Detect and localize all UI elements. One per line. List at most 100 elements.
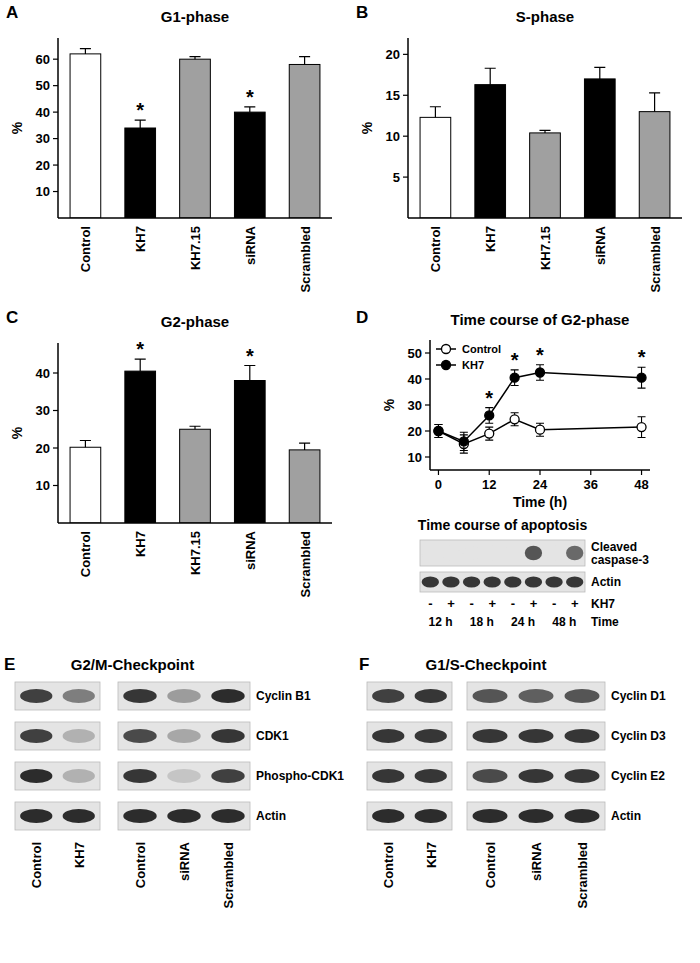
y-tick-label: 10 (408, 450, 422, 465)
band (504, 576, 521, 587)
category-label: KH7.15 (538, 226, 553, 270)
band (20, 809, 52, 823)
y-axis-label: % (381, 398, 397, 411)
error-bar (135, 359, 146, 371)
legend-label: Control (462, 343, 501, 355)
bar (125, 128, 156, 218)
x-tick (438, 470, 439, 475)
marker (637, 373, 646, 382)
y-tick (53, 191, 58, 192)
category-label: Control (78, 531, 93, 577)
band (484, 576, 501, 587)
error-bar (511, 413, 519, 426)
blot-strip (15, 802, 100, 830)
lane-label: siRNA (529, 841, 544, 881)
band (566, 546, 583, 561)
blot-strip (15, 682, 100, 710)
marker (459, 437, 468, 446)
band (422, 546, 439, 561)
band (123, 689, 156, 703)
band (545, 546, 562, 561)
error-bar (594, 67, 605, 78)
error-bar (485, 68, 496, 84)
panel-letter: B (356, 3, 368, 22)
y-tick-label: 10 (36, 478, 50, 493)
band (442, 546, 459, 561)
series-group (434, 365, 646, 453)
blot-strip (367, 762, 452, 790)
error-bar (299, 443, 310, 450)
band (211, 769, 244, 783)
row-label: Phospho-CDK1 (256, 769, 344, 783)
band (123, 809, 156, 823)
x-tick-label: 12 (482, 477, 496, 492)
row-label: CDK1 (256, 729, 289, 743)
y-tick-label: 40 (36, 105, 50, 120)
band (211, 729, 244, 743)
x-tick-label: 0 (435, 477, 442, 492)
x-axis (408, 217, 682, 219)
error-bar (536, 423, 544, 436)
band (20, 689, 52, 703)
y-tick-label: 30 (36, 403, 50, 418)
band (484, 546, 501, 561)
treatment-label: + (571, 596, 579, 611)
error-bar (485, 408, 493, 424)
panel-letter: C (6, 308, 18, 327)
treatment-label: + (488, 596, 496, 611)
band (463, 546, 480, 561)
bars (420, 67, 670, 218)
band (123, 729, 156, 743)
blot-strip (467, 722, 605, 750)
row-label: Actin (611, 809, 641, 823)
x-tick (539, 470, 540, 475)
marker (485, 411, 494, 420)
bars (70, 359, 320, 523)
y-axis (57, 343, 59, 523)
bar (530, 133, 561, 218)
y-tick-label: 10 (386, 129, 400, 144)
band (565, 729, 600, 743)
figure: AG1-phaseControl*KH7KH7.15*siRNAScramble… (0, 0, 700, 963)
row-label-line: caspase-3 (591, 553, 649, 567)
category-label: KH7 (133, 226, 148, 252)
marker (510, 373, 519, 382)
y-tick (53, 410, 58, 411)
y-tick-label: 30 (408, 398, 422, 413)
legend-marker (442, 345, 451, 354)
band (372, 769, 404, 783)
marker (510, 415, 519, 424)
band (473, 769, 508, 783)
band (442, 576, 459, 587)
y-tick-label: 20 (36, 441, 50, 456)
error-bar (244, 366, 255, 381)
row-label: Cyclin B1 (256, 689, 311, 703)
category-label: KH7.15 (188, 226, 203, 270)
blot-strip (15, 722, 100, 750)
y-tick-label: 50 (408, 346, 422, 361)
band (415, 729, 447, 743)
lane-label: Control (133, 842, 148, 888)
significance-mark: * (485, 387, 493, 409)
y-tick-label: 60 (36, 52, 50, 67)
blot-strip (467, 802, 605, 830)
marker (434, 427, 443, 436)
panel-letter: D (356, 308, 368, 327)
significance-mark: * (536, 344, 544, 366)
lane-label: Control (483, 842, 498, 888)
band (519, 689, 554, 703)
band (63, 689, 95, 703)
band (415, 809, 447, 823)
y-tick (425, 430, 430, 431)
y-axis-label: % (9, 121, 25, 134)
band (545, 576, 562, 587)
x-tick (641, 470, 642, 475)
y-tick (425, 456, 430, 457)
y-tick-label: 20 (408, 424, 422, 439)
bar (289, 450, 320, 523)
bar (180, 59, 211, 218)
band (372, 729, 404, 743)
x-axis (58, 522, 332, 524)
band (415, 769, 447, 783)
bar (70, 447, 101, 523)
